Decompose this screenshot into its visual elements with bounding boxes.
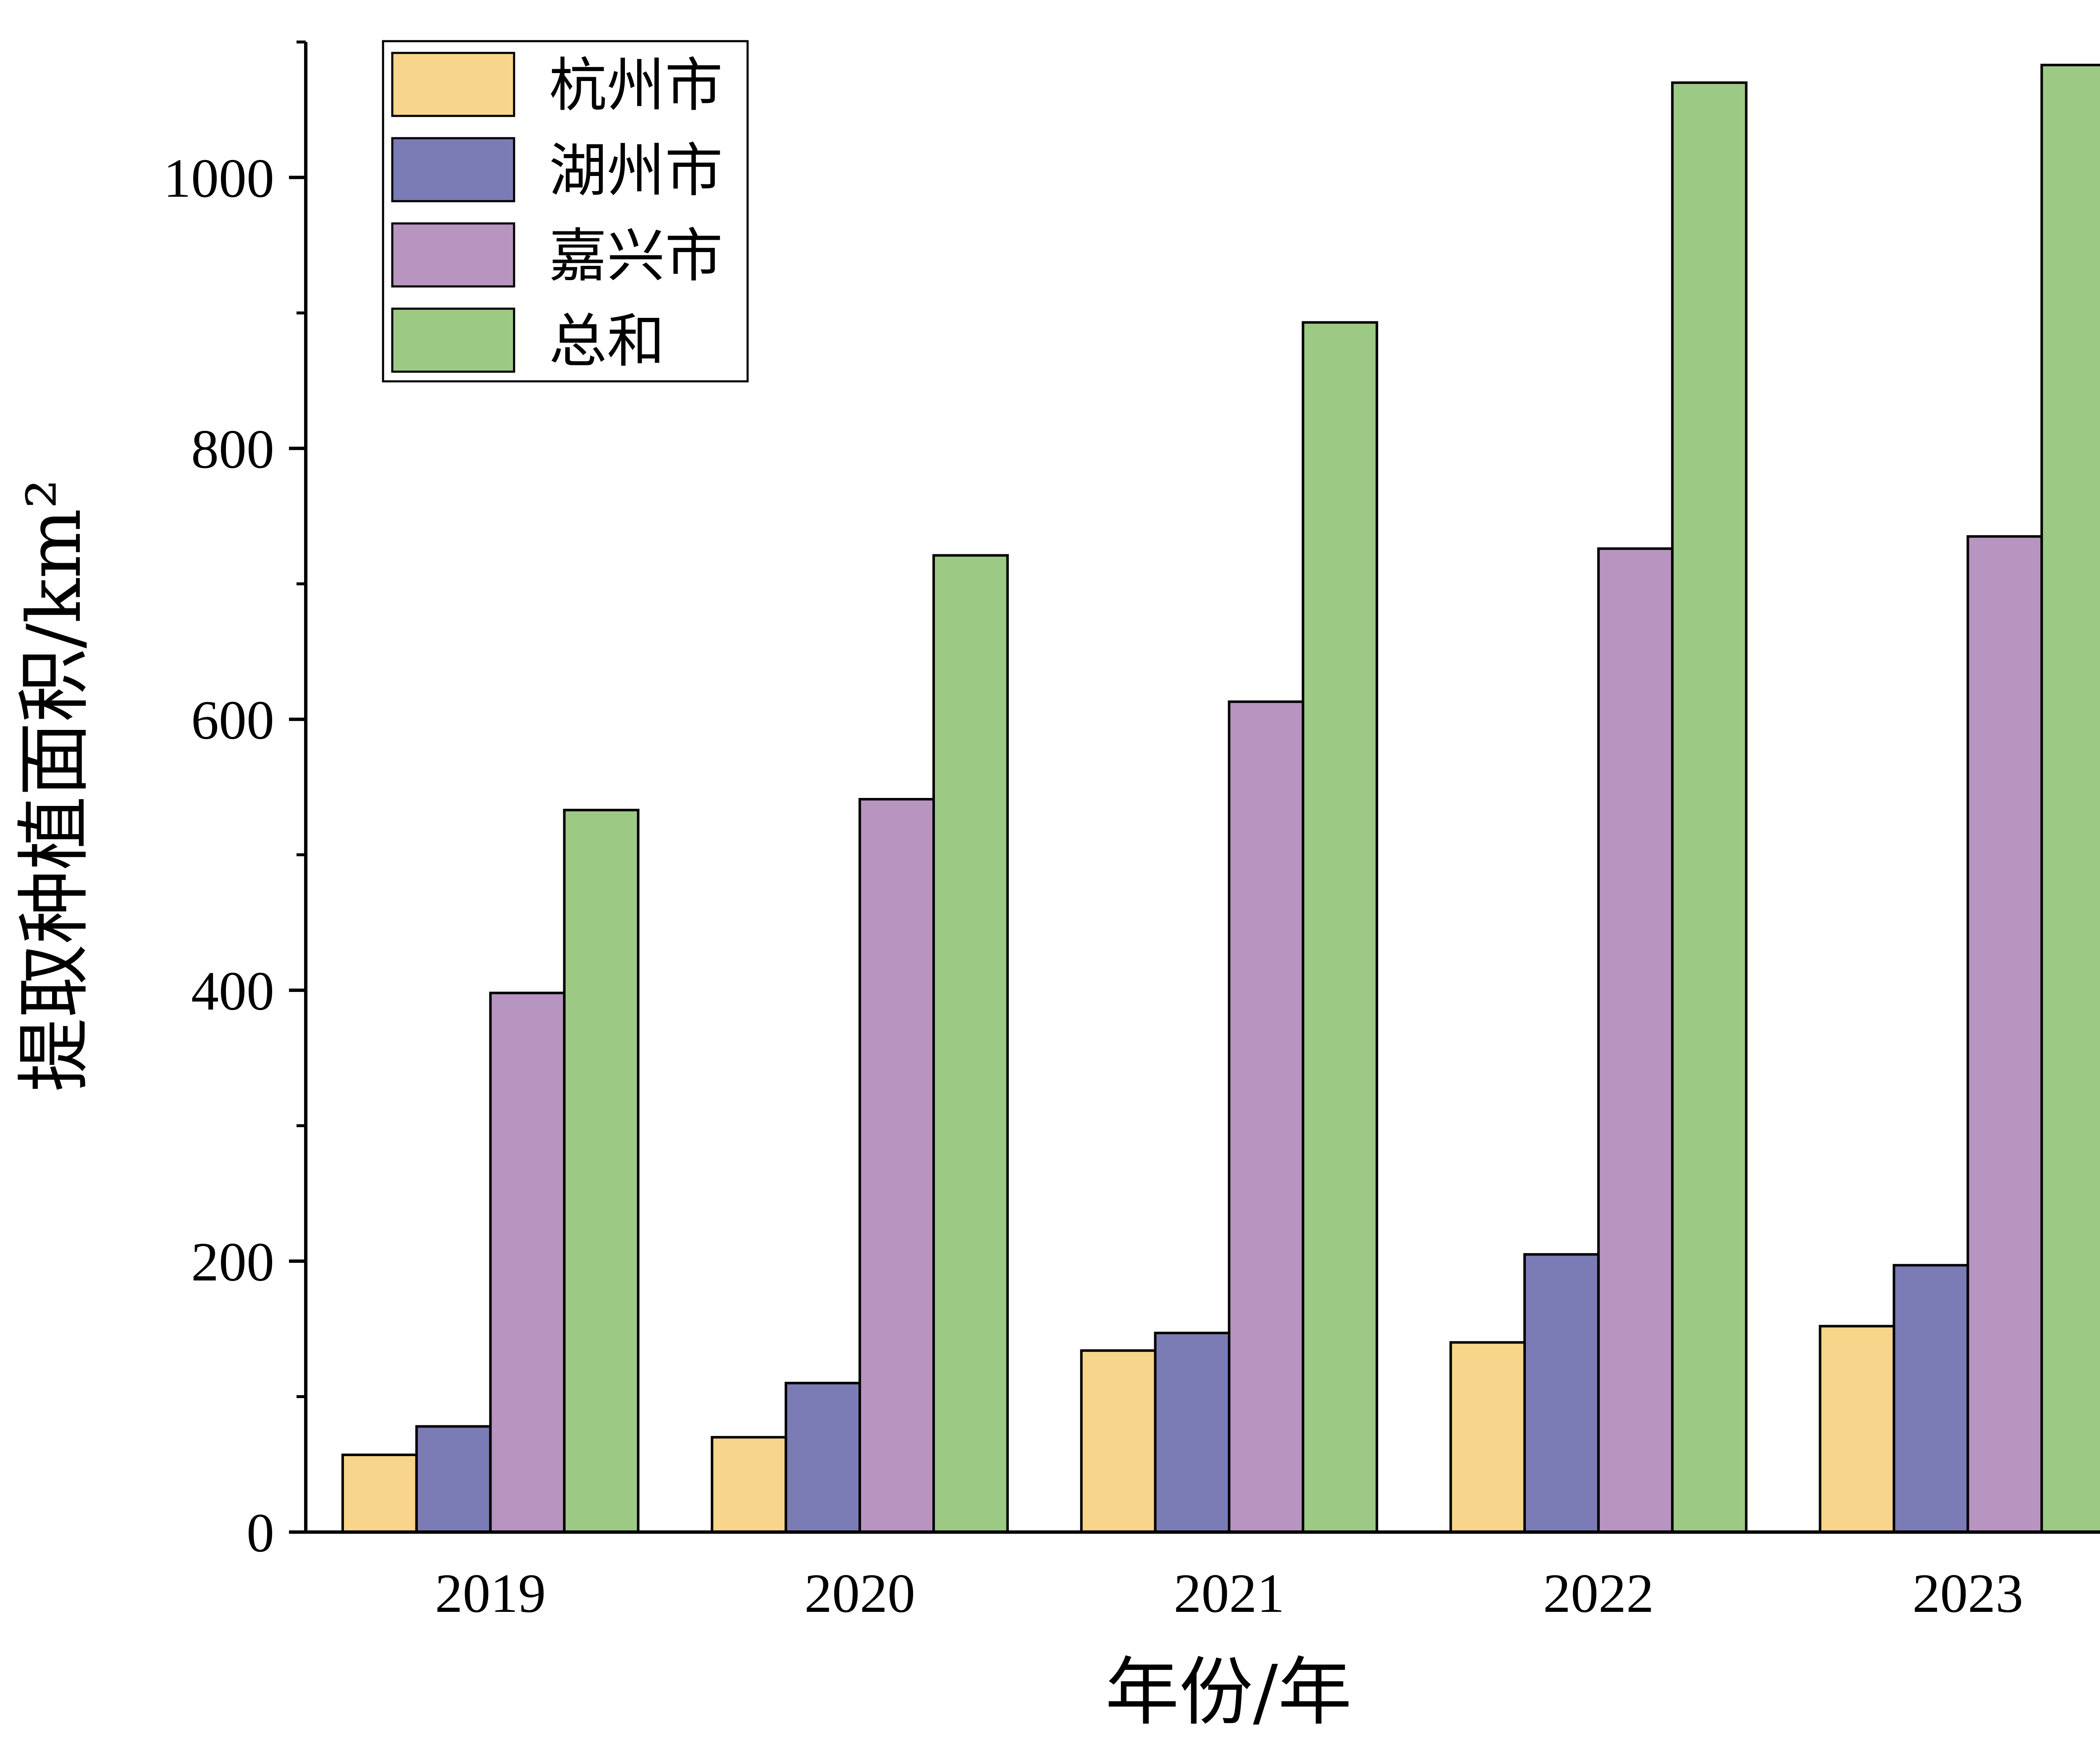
bar-2023-嘉兴市: [1966, 535, 2043, 1533]
bar-2023-总和: [2040, 63, 2100, 1533]
bar-2019-湖州市: [415, 1425, 492, 1533]
bar-2019-杭州市: [341, 1454, 418, 1534]
bar-2022-湖州市: [1523, 1253, 1600, 1534]
legend-label-嘉兴市: 嘉兴市: [549, 222, 723, 290]
bar-2021-总和: [1302, 321, 1378, 1534]
x-tick-label-2020: 2020: [804, 1562, 915, 1624]
x-axis-title: 年份/年: [1105, 1649, 1352, 1735]
x-tick-label-2023: 2023: [1912, 1562, 2023, 1624]
legend-label-总和: 总和: [549, 307, 665, 375]
bar-2020-杭州市: [711, 1436, 788, 1533]
legend-swatch-嘉兴市: [391, 222, 515, 288]
y-tick-label-200: 200: [191, 1231, 274, 1293]
x-tick-label-2019: 2019: [435, 1562, 546, 1624]
x-tick-label-2022: 2022: [1543, 1562, 1654, 1624]
bar-2020-湖州市: [785, 1382, 861, 1533]
bar-2022-嘉兴市: [1597, 547, 1674, 1533]
y-axis-title: 提取种植面积/km²: [11, 479, 97, 1092]
bar-2021-湖州市: [1154, 1331, 1231, 1533]
bar-2022-总和: [1671, 81, 1748, 1533]
legend-label-杭州市: 杭州市: [549, 52, 723, 119]
x-tick-label-2021: 2021: [1174, 1562, 1285, 1624]
bars-layer: [341, 63, 2100, 1534]
bar-2021-嘉兴市: [1228, 700, 1305, 1533]
bar-2019-总和: [563, 808, 640, 1533]
bar-2020-嘉兴市: [858, 798, 935, 1533]
legend-swatch-湖州市: [391, 137, 515, 202]
bar-2023-杭州市: [1819, 1325, 1895, 1533]
y-tick-label-0: 0: [247, 1502, 274, 1564]
bar-2023-湖州市: [1893, 1264, 1969, 1534]
y-tick-label-1000: 1000: [163, 147, 274, 209]
legend-label-湖州市: 湖州市: [549, 137, 723, 205]
y-tick-label-400: 400: [191, 960, 274, 1022]
axes-layer: 2019 2020 2021 2022 2023 0 200 400 600 800 1000: [163, 40, 2100, 1624]
bar-2021-杭州市: [1080, 1349, 1157, 1534]
bar-2020-总和: [932, 554, 1009, 1534]
y-tick-label-800: 800: [191, 418, 274, 480]
legend-swatch-杭州市: [391, 52, 515, 117]
bar-2019-嘉兴市: [489, 992, 566, 1533]
bar-2022-杭州市: [1449, 1341, 1526, 1533]
y-tick-label-600: 600: [191, 689, 274, 751]
legend-swatch-总和: [391, 307, 515, 373]
